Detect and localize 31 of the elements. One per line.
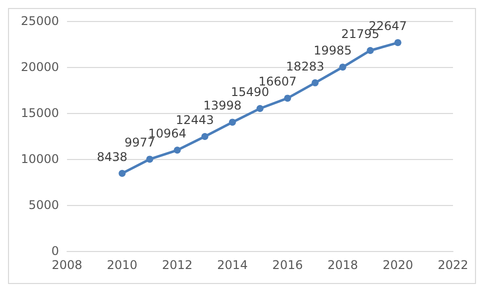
data-label: 8438 [96,150,128,164]
y-tick-label: 15000 [20,106,59,120]
data-label: 12443 [176,113,214,128]
point [174,146,181,154]
x-tick-label: 2008 [52,258,82,272]
data-label: 15490 [230,84,270,99]
data-label: 19985 [314,44,352,58]
x-tick-label: 2020 [382,258,414,272]
data-label: 13998 [203,98,242,113]
point [394,39,402,46]
point [228,118,236,126]
point [256,104,264,112]
y-tick-label: 10000 [20,152,59,166]
y-tick-label: 25000 [20,14,59,28]
point [312,79,319,86]
point [146,156,154,163]
point [366,46,374,54]
x-tick-label: 2016 [272,258,303,272]
point [201,133,208,140]
point [339,64,346,71]
y-tick-label: 0 [51,244,59,258]
y-tick-label: 5000 [28,198,59,212]
x-tick-label: 2022 [438,258,468,272]
x-tick-label: 2012 [162,258,193,272]
x-tick-label: 2014 [217,258,248,272]
x-tick-label: 2018 [327,258,358,272]
point [284,94,292,102]
data-label: 18283 [286,59,324,74]
y-tick-label: 20000 [20,60,59,74]
x-tick-label: 2010 [106,258,138,272]
point [118,170,126,177]
